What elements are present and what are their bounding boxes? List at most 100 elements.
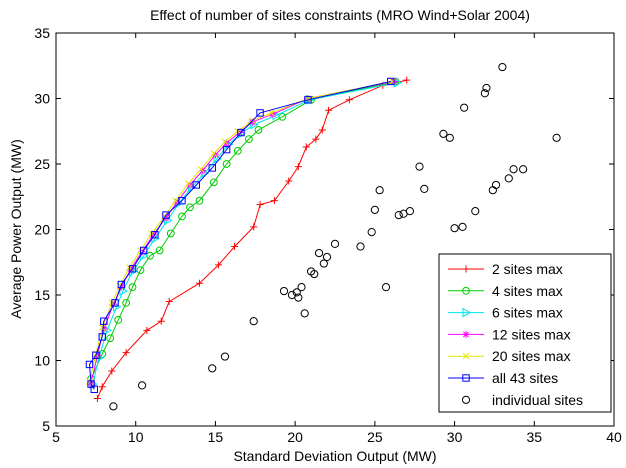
data-point	[85, 360, 94, 369]
data-point	[209, 178, 218, 187]
x-tick-label: 10	[128, 429, 144, 445]
data-point	[285, 177, 293, 185]
data-point	[245, 135, 253, 144]
data-point	[403, 76, 411, 84]
legend-entry: 2 sites max	[448, 261, 563, 277]
legend-marker	[462, 265, 470, 273]
data-point	[139, 246, 148, 255]
data-point	[297, 283, 306, 292]
data-point	[208, 364, 217, 373]
chart-title: Effect of number of sites constraints (M…	[150, 7, 530, 23]
legend-entry: all 43 sites	[448, 370, 558, 386]
data-point	[394, 210, 403, 220]
legend-entry: 4 sites max	[448, 283, 563, 299]
data-point	[165, 298, 173, 306]
data-point	[504, 174, 513, 183]
data-point	[279, 286, 289, 296]
y-tick-label: 25	[34, 156, 50, 172]
data-point	[186, 203, 194, 212]
data-point	[197, 165, 205, 173]
data-point	[294, 293, 303, 302]
data-point	[122, 349, 130, 357]
x-tick-label: 35	[526, 429, 542, 445]
data-point	[136, 266, 145, 275]
data-point	[208, 164, 216, 172]
legend-marker	[462, 286, 470, 295]
data-point	[498, 62, 507, 72]
data-point	[405, 207, 415, 216]
x-tick-label: 20	[287, 429, 303, 445]
data-point	[458, 222, 467, 231]
data-point	[314, 248, 324, 258]
x-axis-title: Standard Deviation Output (MW)	[233, 448, 436, 464]
y-axis-title: Average Power Output (MW)	[8, 139, 24, 318]
data-point	[231, 243, 239, 251]
data-point	[92, 351, 100, 359]
data-point	[87, 380, 95, 388]
data-point	[254, 126, 263, 134]
data-point	[100, 317, 108, 325]
data-point	[319, 259, 328, 268]
data-point	[106, 334, 115, 343]
data-point	[98, 383, 106, 391]
legend-label: 4 sites max	[492, 283, 563, 299]
data-point	[184, 180, 192, 188]
data-point	[270, 197, 278, 205]
y-tick-label: 35	[34, 25, 50, 41]
legend-marker	[462, 352, 470, 360]
y-tick-label: 5	[42, 418, 50, 434]
x-tick-label: 5	[52, 429, 60, 445]
series-2-sites-max	[93, 76, 411, 402]
series-all-43-sites	[85, 77, 395, 394]
data-point	[471, 207, 480, 216]
data-point	[98, 324, 106, 332]
legend-entry: 20 sites max	[448, 348, 571, 364]
data-point	[222, 160, 231, 168]
data-point	[304, 96, 312, 104]
data-point	[128, 283, 137, 292]
legend-marker	[461, 395, 471, 404]
data-point	[220, 352, 230, 361]
y-tick-label: 30	[34, 91, 50, 107]
data-point	[325, 106, 333, 114]
data-point	[143, 326, 151, 334]
data-point	[420, 184, 429, 193]
axis-ticks: 5 10 15 20 25 30 35 40 5 10 15 20 25 30 35	[34, 25, 622, 445]
data-point	[491, 180, 501, 190]
y-tick-label: 15	[34, 287, 50, 303]
data-point	[172, 197, 179, 205]
data-point	[294, 163, 302, 171]
data-point	[151, 231, 159, 239]
series-individual-sites	[109, 62, 561, 411]
data-point	[178, 212, 186, 221]
legend-label: 20 sites max	[492, 348, 571, 364]
series-line	[97, 79, 407, 399]
data-point	[192, 181, 200, 189]
legend-label: 12 sites max	[492, 326, 571, 342]
data-point	[122, 298, 131, 307]
data-point	[450, 224, 459, 233]
data-point	[195, 279, 203, 287]
legend-label: 2 sites max	[492, 261, 563, 277]
data-point	[322, 252, 332, 262]
x-tick-label: 25	[367, 429, 383, 445]
data-point	[155, 246, 164, 255]
data-point	[300, 309, 309, 318]
data-point	[109, 402, 118, 411]
series-line	[90, 81, 396, 380]
data-point	[108, 367, 116, 375]
x-tick-label: 40	[606, 429, 622, 445]
data-point	[93, 394, 101, 402]
data-point	[128, 265, 137, 273]
data-point	[345, 96, 353, 104]
data-point	[387, 77, 395, 86]
x-tick-label: 30	[447, 429, 463, 445]
legend-label: individual sites	[492, 392, 583, 408]
data-point	[256, 109, 264, 117]
data-point	[278, 112, 287, 121]
data-point	[222, 145, 231, 154]
data-point	[157, 317, 165, 325]
data-point	[137, 381, 147, 390]
data-point	[381, 283, 391, 292]
